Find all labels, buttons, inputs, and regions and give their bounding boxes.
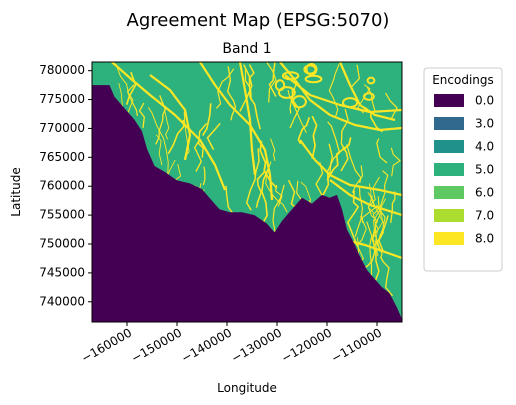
y-axis: 740000 745000 750000 755000 760000 765000 7700… [39, 63, 92, 308]
y-tick-label: 760000 [39, 179, 85, 193]
y-tick-label: 765000 [39, 150, 85, 164]
x-tick-label: −140000 [179, 326, 234, 366]
x-tick-label: −160000 [79, 326, 134, 366]
x-tick-label: −120000 [279, 326, 334, 366]
legend-title: Encodings [432, 73, 494, 87]
legend-swatch [434, 140, 464, 153]
legend-swatch [434, 94, 464, 107]
legend-swatch [434, 232, 464, 245]
legend-label: 5.0 [475, 163, 494, 177]
y-axis-label: Latitude [9, 167, 23, 216]
x-tick-label: −130000 [229, 326, 284, 366]
x-tick-label: −110000 [329, 326, 384, 366]
x-axis-label: Longitude [217, 381, 277, 395]
legend-label: 8.0 [475, 232, 494, 246]
legend-swatch [434, 163, 464, 176]
legend-label: 3.0 [475, 117, 494, 131]
y-tick-label: 770000 [39, 121, 85, 135]
legend-label: 4.0 [475, 140, 494, 154]
legend-label: 0.0 [475, 94, 494, 108]
y-tick-label: 780000 [39, 63, 85, 77]
y-tick-label: 740000 [39, 294, 85, 308]
plot-title: Band 1 [222, 41, 271, 57]
x-tick-label: −150000 [129, 326, 184, 366]
y-tick-label: 775000 [39, 92, 85, 106]
legend-swatch [434, 186, 464, 199]
legend-swatch [434, 209, 464, 222]
legend-swatch [434, 117, 464, 130]
y-tick-label: 745000 [39, 265, 85, 279]
x-axis: −160000−150000−140000−130000−120000−1100… [79, 322, 384, 366]
region-nodata-encoding [92, 85, 402, 322]
y-tick-label: 750000 [39, 237, 85, 251]
legend-label: 7.0 [475, 209, 494, 223]
plot-frame [91, 61, 403, 323]
plot-area [91, 61, 403, 323]
legend-label: 6.0 [475, 186, 494, 200]
legend: Encodings 0.0 3.0 4.0 5.0 6.0 7.0 8.0 [423, 67, 503, 272]
y-tick-label: 755000 [39, 208, 85, 222]
figure-title: Agreement Map (EPSG:5070) [127, 10, 390, 31]
